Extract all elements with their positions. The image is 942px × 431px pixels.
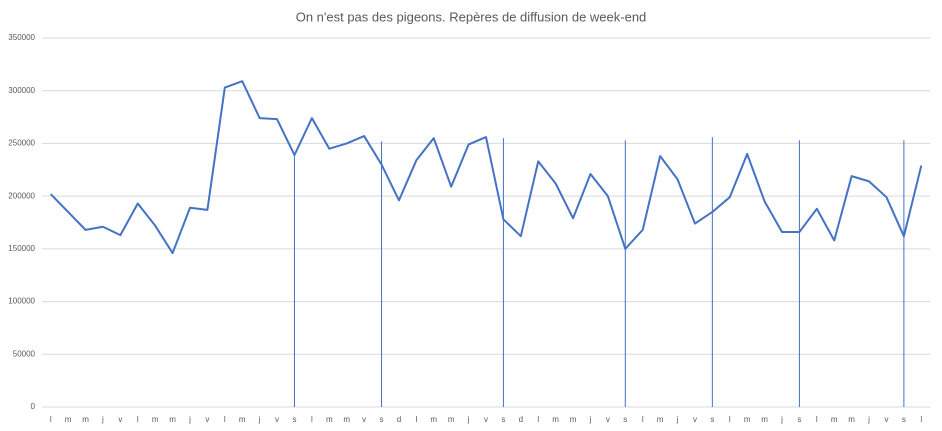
x-tick-label: l [415,415,417,424]
x-tick-label: j [676,415,679,424]
y-tick-label: 50000 [13,349,36,358]
x-tick-label: v [484,415,488,424]
x-tick-label: s [623,415,627,424]
y-tick-label: 100000 [8,297,35,306]
x-tick-label: m [831,415,838,424]
x-tick-label: d [519,415,523,424]
x-tick-label: s [710,415,714,424]
x-tick-label: j [467,415,470,424]
x-tick-label: l [816,415,818,424]
x-tick-label: l [920,415,922,424]
x-tick-label: m [343,415,350,424]
x-tick-label: l [50,415,52,424]
x-tick-label: v [606,415,610,424]
x-tick-label: d [397,415,401,424]
x-tick-label: l [311,415,313,424]
x-tick-label: v [362,415,366,424]
x-tick-label: s [501,415,505,424]
y-tick-label: 150000 [8,244,35,253]
x-tick-label: m [761,415,768,424]
x-tick-label: l [137,415,139,424]
x-tick-label: j [867,415,870,424]
x-tick-label: j [188,415,191,424]
x-tick-label: m [744,415,751,424]
x-tick-label: s [902,415,906,424]
x-tick-label: m [169,415,176,424]
x-tick-label: m [430,415,437,424]
x-tick-label: l [224,415,226,424]
x-tick-label: j [589,415,592,424]
x-tick-label: s [797,415,801,424]
x-tick-label: j [258,415,261,424]
data-line [49,80,923,255]
chart-title: On n'est pas des pigeons. Repères de dif… [296,9,647,24]
x-tick-label: m [152,415,159,424]
y-tick-label: 250000 [8,139,35,148]
y-tick-label: 0 [31,402,36,411]
x-tick-label: l [729,415,731,424]
x-tick-label: m [448,415,455,424]
y-tick-label: 300000 [8,86,35,95]
x-tick-label: j [101,415,104,424]
x-tick-label: m [82,415,89,424]
x-tick-label: v [884,415,888,424]
x-tick-label: m [65,415,72,424]
x-tick-label: m [570,415,577,424]
x-tick-label: j [780,415,783,424]
x-tick-label: l [537,415,539,424]
x-tick-label: m [239,415,246,424]
x-tick-label: v [275,415,279,424]
x-tick-label: m [657,415,664,424]
x-tick-label: s [380,415,384,424]
x-tick-label: m [848,415,855,424]
x-tick-label: v [205,415,209,424]
y-tick-label: 350000 [8,33,35,42]
x-tick-label: m [552,415,559,424]
y-tick-label: 200000 [8,191,35,200]
x-tick-label: v [693,415,697,424]
x-tick-label: v [118,415,122,424]
x-tick-label: s [292,415,296,424]
x-tick-label: l [642,415,644,424]
x-tick-label: m [326,415,333,424]
